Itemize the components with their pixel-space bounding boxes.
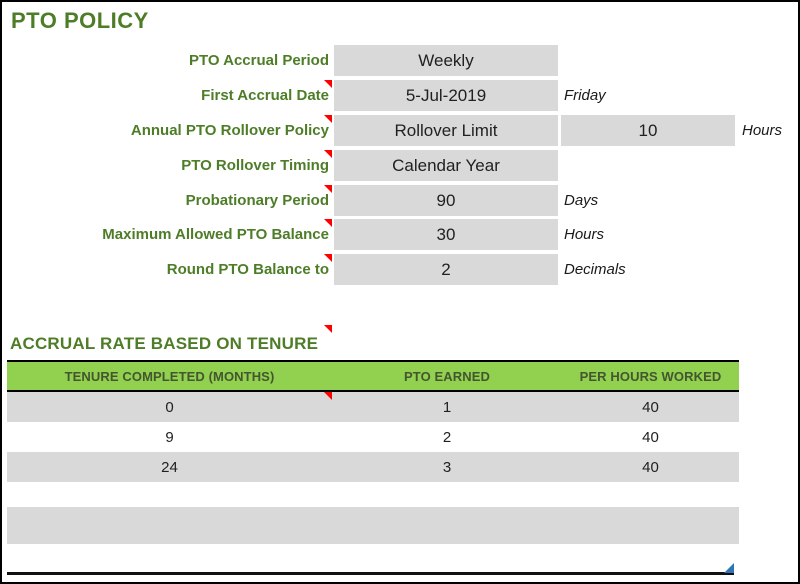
round-balance-note: Decimals	[564, 261, 626, 278]
empty-table-band[interactable]	[7, 507, 739, 544]
table-range-border	[7, 572, 734, 575]
probationary-period-value-cell[interactable]: 90	[334, 185, 558, 216]
table-cell-hours-0[interactable]: 40	[642, 398, 659, 416]
rollover-timing-label: PTO Rollover Timing	[181, 157, 329, 174]
comment-indicator-icon	[324, 150, 332, 158]
rollover-timing-value-cell[interactable]: Calendar Year	[334, 150, 558, 181]
max-pto-balance-value-cell[interactable]: 30	[334, 219, 558, 250]
table-cell-earned-0[interactable]: 1	[442, 398, 452, 416]
comment-indicator-icon	[324, 325, 332, 333]
rollover-limit-note: Hours	[742, 122, 783, 139]
form-row-rollover-policy: Annual PTO Rollover Policy Rollover Limi…	[2, 115, 798, 146]
table-resize-handle[interactable]	[724, 563, 734, 573]
rollover-policy-value-cell[interactable]: Rollover Limit	[334, 115, 558, 146]
probationary-period-note: Days	[564, 192, 599, 209]
first-accrual-date-label: First Accrual Date	[201, 87, 329, 104]
form-row-rollover-timing: PTO Rollover Timing Calendar Year	[2, 150, 798, 181]
first-accrual-date-note: Friday	[564, 87, 606, 104]
comment-indicator-icon	[324, 80, 332, 88]
form-row-round-balance: Round PTO Balance to 2 Decimals	[2, 254, 798, 285]
form-row-max-pto-balance: Maximum Allowed PTO Balance 30 Hours	[2, 219, 798, 250]
table-cell-earned-2[interactable]: 3	[442, 458, 452, 476]
rollover-policy-label: Annual PTO Rollover Policy	[130, 122, 329, 139]
table-row: 0 1 40	[7, 392, 739, 422]
column-header-per-hours-worked: PER HOURS WORKED	[579, 368, 722, 384]
comment-indicator-icon	[324, 219, 332, 227]
form-row-probationary-period: Probationary Period 90 Days	[2, 185, 798, 216]
table-cell-tenure-0[interactable]: 0	[7, 392, 332, 422]
probationary-period-label: Probationary Period	[185, 192, 329, 209]
column-header-tenure-completed: TENURE COMPLETED (MONTHS)	[64, 368, 275, 384]
table-row: 24 3 40	[7, 452, 739, 482]
pto-accrual-period-value-cell[interactable]: Weekly	[334, 45, 558, 76]
first-accrual-date-value-cell[interactable]: 5-Jul-2019	[334, 80, 558, 111]
table-cell-hours-2[interactable]: 40	[642, 458, 659, 476]
table-cell-earned-1[interactable]: 2	[442, 428, 452, 446]
comment-indicator-icon	[324, 254, 332, 262]
round-balance-value-cell[interactable]: 2	[334, 254, 558, 285]
pto-accrual-period-label: PTO Accrual Period	[188, 52, 329, 69]
table-header-row: TENURE COMPLETED (MONTHS) PTO EARNED PER…	[7, 360, 739, 392]
table-cell-tenure-2[interactable]: 24	[161, 458, 178, 476]
max-pto-balance-note: Hours	[564, 226, 605, 243]
form-row-accrual-period: PTO Accrual Period Weekly	[2, 45, 798, 76]
comment-indicator-icon	[324, 115, 332, 123]
table-row: 9 2 40	[7, 422, 739, 452]
table-cell-tenure-1[interactable]: 9	[165, 428, 174, 446]
section-title: ACCRUAL RATE BASED ON TENURE	[10, 334, 319, 353]
max-pto-balance-label: Maximum Allowed PTO Balance	[102, 226, 329, 243]
rollover-limit-hours-cell[interactable]: 10	[561, 115, 735, 146]
form-row-first-accrual-date: First Accrual Date 5-Jul-2019 Friday	[2, 80, 798, 111]
comment-indicator-icon	[324, 185, 332, 193]
table-cell-hours-1[interactable]: 40	[642, 428, 659, 446]
column-header-pto-earned: PTO EARNED	[404, 368, 490, 384]
comment-indicator-icon	[324, 392, 332, 400]
page-title: PTO POLICY	[11, 8, 149, 33]
round-balance-label: Round PTO Balance to	[166, 261, 329, 278]
accrual-rate-table: TENURE COMPLETED (MONTHS) PTO EARNED PER…	[7, 360, 739, 482]
